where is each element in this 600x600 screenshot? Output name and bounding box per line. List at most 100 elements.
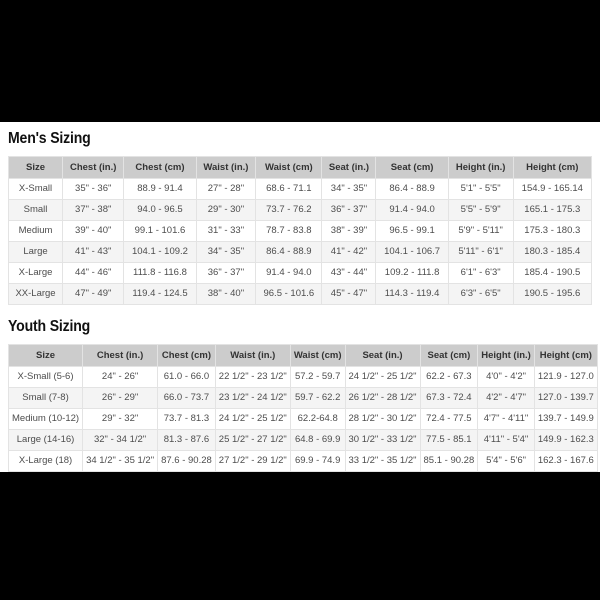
measurement-cell: 39" - 40"	[62, 220, 125, 242]
measurement-cell: 111.8 - 116.8	[123, 262, 197, 284]
letterbox-top	[0, 0, 600, 122]
measurement-cell: 87.6 - 90.28	[157, 450, 216, 472]
measurement-cell: 121.9 - 127.0	[533, 366, 598, 388]
measurement-cell: 5'11" - 6'1"	[447, 241, 514, 263]
table-row: Small (7-8) 26" - 29" 66.0 - 73.7 23 1/2" -…	[7, 387, 598, 409]
size-label-cell: Large (14-16)	[7, 429, 84, 451]
measurement-cell: 81.3 - 87.6	[157, 429, 216, 451]
measurement-cell: 36" - 37"	[195, 262, 257, 284]
measurement-cell: 88.9 - 91.4	[123, 178, 197, 200]
column-header: Size	[7, 156, 64, 179]
measurement-cell: 34 1/2" - 35 1/2"	[82, 450, 159, 472]
measurement-cell: 5'4" - 5'6"	[477, 450, 535, 472]
header-row: Size Chest (in.) Chest (cm) Waist (in.) Wais…	[7, 156, 593, 179]
measurement-cell: 31" - 33"	[195, 220, 257, 242]
column-header: Waist (cm)	[255, 156, 323, 179]
measurement-cell: 41" - 43"	[62, 241, 125, 263]
column-header: Seat (cm)	[419, 344, 479, 367]
measurement-cell: 28 1/2" - 30 1/2"	[344, 408, 421, 430]
size-label-cell: Medium (10-12)	[7, 408, 84, 430]
measurement-cell: 45" - 47"	[321, 283, 377, 305]
youth-sizing-table: Size Chest (in.) Chest (cm) Waist (in.) Wais…	[7, 344, 598, 472]
measurement-cell: 66.0 - 73.7	[157, 387, 216, 409]
measurement-cell: 24 1/2" - 25 1/2"	[214, 408, 291, 430]
size-label-cell: X-Large (18)	[7, 450, 84, 472]
table-row: X-Small (5-6) 24" - 26" 61.0 - 66.0 22 1/2"…	[7, 366, 598, 388]
size-label-cell: X-Small (5-6)	[7, 366, 84, 388]
column-header: Waist (in.)	[195, 156, 257, 179]
measurement-cell: 77.5 - 85.1	[419, 429, 479, 451]
mens-sizing-table-body: X-Small 35" - 36" 88.9 - 91.4 27" - 28" 68.6…	[7, 178, 593, 305]
column-header: Waist (cm)	[289, 344, 346, 367]
measurement-cell: 44" - 46"	[62, 262, 125, 284]
column-header: Height (cm)	[512, 156, 593, 179]
table-row: X-Large 44" - 46" 111.8 - 116.8 36" - 37" 91…	[7, 262, 593, 284]
measurement-cell: 5'1" - 5'5"	[447, 178, 514, 200]
measurement-cell: 23 1/2" - 24 1/2"	[214, 387, 291, 409]
measurement-cell: 149.9 - 162.3	[533, 429, 598, 451]
table-row: X-Large (18) 34 1/2" - 35 1/2" 87.6 - 90.2…	[7, 450, 598, 472]
measurement-cell: 62.2-64.8	[289, 408, 346, 430]
measurement-cell: 154.9 - 165.14	[512, 178, 593, 200]
measurement-cell: 22 1/2" - 23 1/2"	[214, 366, 291, 388]
column-header: Chest (in.)	[62, 156, 125, 179]
measurement-cell: 4'11" - 5'4"	[477, 429, 535, 451]
measurement-cell: 114.3 - 119.4	[375, 283, 449, 305]
measurement-cell: 47" - 49"	[62, 283, 125, 305]
measurement-cell: 91.4 - 94.0	[375, 199, 449, 221]
measurement-cell: 139.7 - 149.9	[533, 408, 598, 430]
measurement-cell: 34" - 35"	[321, 178, 377, 200]
measurement-cell: 4'7" - 4'11"	[477, 408, 535, 430]
measurement-cell: 43" - 44"	[321, 262, 377, 284]
youth-sizing-title: Youth Sizing	[8, 318, 91, 335]
measurement-cell: 72.4 - 77.5	[419, 408, 479, 430]
measurement-cell: 175.3 - 180.3	[512, 220, 593, 242]
measurement-cell: 67.3 - 72.4	[419, 387, 479, 409]
measurement-cell: 180.3 - 185.4	[512, 241, 593, 263]
size-label-cell: Medium	[7, 220, 64, 242]
column-header: Height (in.)	[477, 344, 535, 367]
mens-sizing-table: Size Chest (in.) Chest (cm) Waist (in.) Wais…	[7, 156, 593, 305]
table-row: XX-Large 47" - 49" 119.4 - 124.5 38" - 40" 9…	[7, 283, 593, 305]
measurement-cell: 109.2 - 111.8	[375, 262, 449, 284]
column-header: Chest (cm)	[157, 344, 216, 367]
measurement-cell: 104.1 - 109.2	[123, 241, 197, 263]
column-header: Chest (cm)	[123, 156, 197, 179]
table-row: Large 41" - 43" 104.1 - 109.2 34" - 35" 86.4…	[7, 241, 593, 263]
column-header: Size	[7, 344, 84, 367]
measurement-cell: 86.4 - 88.9	[255, 241, 323, 263]
measurement-cell: 6'1" - 6'3"	[447, 262, 514, 284]
measurement-cell: 86.4 - 88.9	[375, 178, 449, 200]
measurement-cell: 165.1 - 175.3	[512, 199, 593, 221]
letterbox-bottom	[0, 472, 600, 600]
measurement-cell: 73.7 - 81.3	[157, 408, 216, 430]
measurement-cell: 99.1 - 101.6	[123, 220, 197, 242]
measurement-cell: 78.7 - 83.8	[255, 220, 323, 242]
measurement-cell: 27 1/2" - 29 1/2"	[214, 450, 291, 472]
column-header: Height (in.)	[447, 156, 514, 179]
measurement-cell: 36" - 37"	[321, 199, 377, 221]
mens-sizing-title: Men's Sizing	[8, 130, 91, 147]
measurement-cell: 29" - 30"	[195, 199, 257, 221]
size-label-cell: X-Large	[7, 262, 64, 284]
measurement-cell: 94.0 - 96.5	[123, 199, 197, 221]
column-header: Seat (in.)	[321, 156, 377, 179]
measurement-cell: 119.4 - 124.5	[123, 283, 197, 305]
measurement-cell: 162.3 - 167.6	[533, 450, 598, 472]
measurement-cell: 85.1 - 90.28	[419, 450, 479, 472]
measurement-cell: 69.9 - 74.9	[289, 450, 346, 472]
measurement-cell: 64.8 - 69.9	[289, 429, 346, 451]
table-row: Large (14-16) 32" - 34 1/2" 81.3 - 87.6 25 …	[7, 429, 598, 451]
table-row: Medium 39" - 40" 99.1 - 101.6 31" - 33" 78.7…	[7, 220, 593, 242]
measurement-cell: 127.0 - 139.7	[533, 387, 598, 409]
measurement-cell: 32" - 34 1/2"	[82, 429, 159, 451]
size-chart-content: Men's Sizing Size Chest (in.) Chest (cm) Wa…	[0, 122, 600, 472]
measurement-cell: 4'0" - 4'2"	[477, 366, 535, 388]
measurement-cell: 24" - 26"	[82, 366, 159, 388]
size-label-cell: XX-Large	[7, 283, 64, 305]
table-row: Small 37" - 38" 94.0 - 96.5 29" - 30" 73.7 -…	[7, 199, 593, 221]
measurement-cell: 33 1/2" - 35 1/2"	[344, 450, 421, 472]
measurement-cell: 38" - 40"	[195, 283, 257, 305]
measurement-cell: 5'5" - 5'9"	[447, 199, 514, 221]
